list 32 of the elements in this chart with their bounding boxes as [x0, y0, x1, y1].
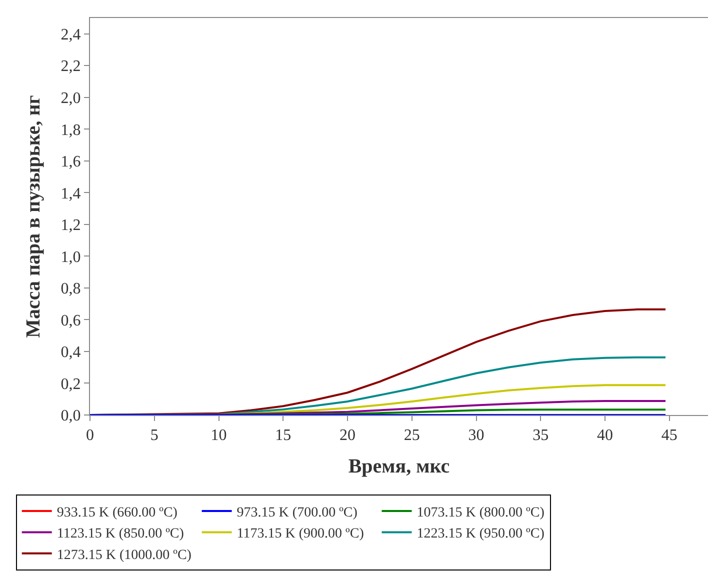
y-axis-title: Масса пара в пузырьке, нг — [22, 95, 44, 338]
y-tick-label: 2,4 — [60, 26, 81, 44]
y-tick-label: 1,0 — [60, 248, 81, 266]
x-tick-label: 15 — [275, 427, 292, 444]
x-tick-label: 40 — [597, 427, 613, 444]
y-tick-label: 1,4 — [60, 185, 81, 202]
y-tick-label: 2,2 — [60, 58, 81, 76]
legend-label: 1073.15 K (800.00 ºC) — [416, 505, 545, 520]
legend-label: 1123.15 K (850.00 ºC) — [56, 526, 184, 542]
y-tick-label: 0,0 — [60, 408, 81, 425]
legend-label: 1173.15 K (900.00 ºC) — [236, 526, 364, 542]
x-tick-label: 30 — [468, 427, 484, 444]
x-tick-label: 10 — [210, 427, 227, 444]
x-tick-label: 20 — [340, 427, 356, 444]
x-tick-label: 5 — [150, 427, 158, 444]
legend-label: 1223.15 K (950.00 ºC) — [416, 526, 545, 542]
legend-label: 973.15 K (700.00 ºC) — [236, 505, 358, 520]
y-tick-label: 1,2 — [60, 217, 81, 234]
y-tick-label: 0,4 — [60, 344, 81, 362]
y-tick-label: 1,6 — [60, 154, 81, 171]
y-tick-label: 0,8 — [60, 280, 81, 298]
x-tick-label: 35 — [532, 427, 549, 444]
legend-label: 1273.15 K (1000.00 ºC) — [56, 548, 192, 563]
y-tick-label: 2,0 — [60, 90, 81, 107]
x-tick-label: 45 — [661, 427, 678, 444]
y-tick-label: 1,8 — [60, 122, 81, 139]
legend-label: 933.15 K (660.00 ºC) — [56, 505, 178, 520]
x-axis-title: Время, мкс — [348, 456, 450, 478]
x-tick-label: 25 — [404, 427, 420, 444]
y-tick-label: 0,2 — [60, 376, 81, 393]
y-tick-label: 0,6 — [60, 312, 81, 330]
x-tick-label: 0 — [86, 427, 94, 444]
